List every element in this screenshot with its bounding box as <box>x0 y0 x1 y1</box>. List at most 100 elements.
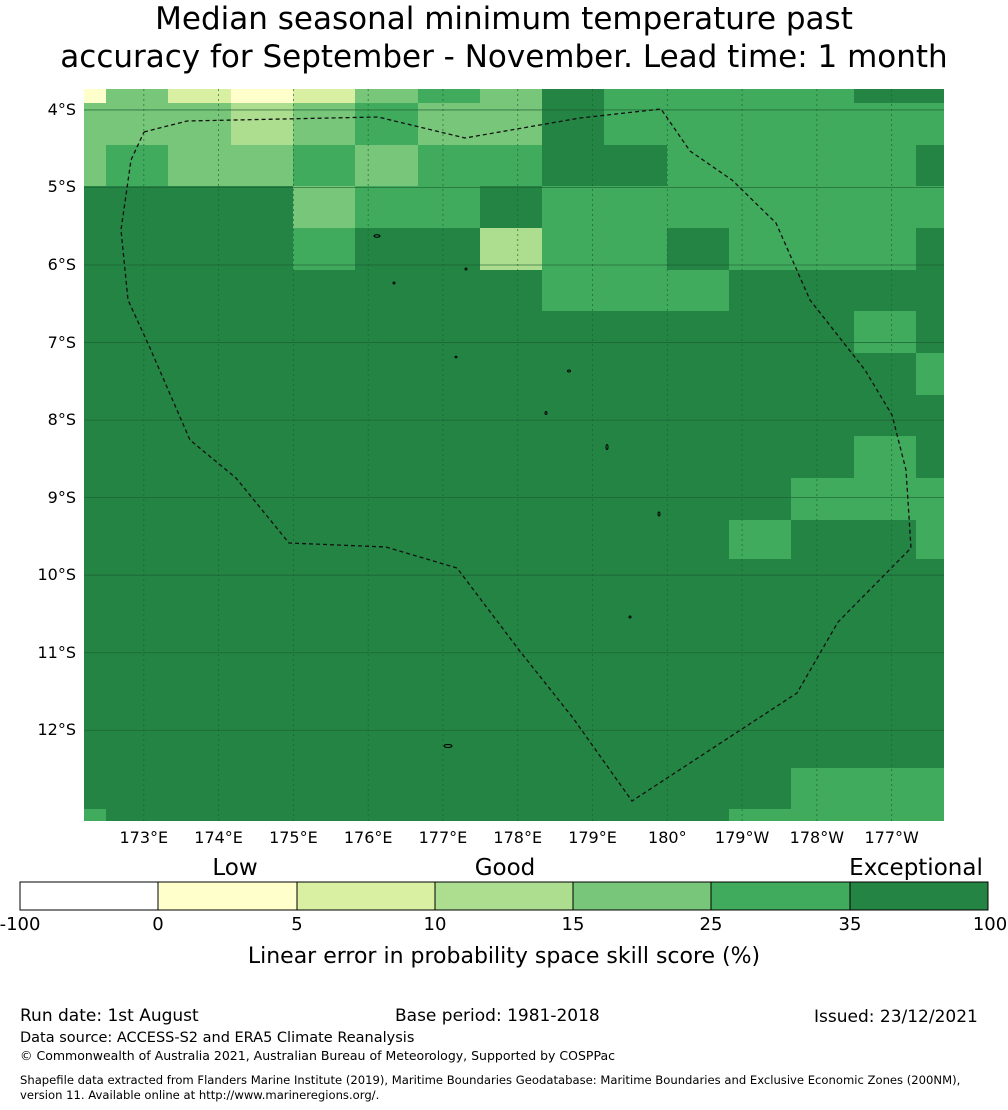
grid-cell <box>293 145 355 186</box>
longitude-label: 178°W <box>789 828 845 847</box>
data-source: Data source: ACCESS-S2 and ERA5 Climate … <box>20 1030 415 1046</box>
grid-cell <box>231 89 293 103</box>
eez-boundary <box>120 108 912 802</box>
grid-cell <box>231 103 293 145</box>
colorbar-bin <box>157 881 298 911</box>
grid-cell <box>604 103 944 145</box>
grid-cell <box>916 353 944 395</box>
colorbar-tick-label: -100 <box>0 914 41 935</box>
grid-cell <box>418 103 542 145</box>
grid-cell <box>604 89 854 103</box>
grid-cell <box>542 186 944 228</box>
grid-cell <box>293 228 355 270</box>
issued-date: Issued: 23/12/2021 <box>814 1007 978 1027</box>
grid-cell <box>84 89 106 103</box>
island-outline <box>392 281 396 285</box>
island-outline <box>373 234 381 238</box>
colorbar-tick-label: 25 <box>699 914 723 935</box>
grid-cell <box>480 228 542 270</box>
grid-cell <box>542 89 604 103</box>
grid-cell <box>168 89 231 103</box>
latitude-label: 12°S <box>37 720 76 740</box>
latitude-label: 9°S <box>47 487 76 507</box>
colorbar-tick-label: 0 <box>152 914 164 935</box>
longitude-label: 173°E <box>119 828 169 847</box>
island-outline <box>657 511 661 517</box>
grid-cell <box>355 89 418 103</box>
island-outline <box>605 444 609 450</box>
grid-cell <box>84 103 231 145</box>
island-outline <box>567 369 571 373</box>
latitude-label: 6°S <box>47 255 76 275</box>
shapefile-credit-line-1: Shapefile data extracted from Flanders M… <box>20 1073 961 1087</box>
longitude-label: 179°W <box>714 828 770 847</box>
chart-title: Median seasonal minimum temperature past… <box>0 0 1008 76</box>
grid-cell <box>791 768 944 821</box>
colorbar-tick-label: 35 <box>838 914 862 935</box>
category-low-label: Low <box>212 855 258 881</box>
grid-cell <box>542 103 604 145</box>
grid-cell <box>418 89 480 103</box>
grid-cell <box>854 436 916 478</box>
island-outline <box>454 355 458 359</box>
copyright-notice: © Commonwealth of Australia 2021, Austra… <box>20 1048 615 1063</box>
grid-cell <box>916 520 944 559</box>
title-line-1: Median seasonal minimum temperature past <box>155 1 853 37</box>
grid-cell <box>168 145 293 186</box>
island-outline <box>628 615 632 619</box>
grid-cell <box>106 145 168 186</box>
colorbar-bin <box>710 881 851 911</box>
grid-cell <box>729 520 791 559</box>
longitude-label: 179°E <box>568 828 617 847</box>
island-outline <box>443 744 453 748</box>
latitude-label: 4°S <box>47 99 76 119</box>
grid-cell <box>355 186 480 228</box>
grid-cell <box>667 145 916 186</box>
latitude-label: 10°S <box>37 565 76 585</box>
longitude-label: 175°E <box>269 828 318 847</box>
grid-cell <box>729 228 916 270</box>
grid-cell <box>293 103 355 145</box>
latitude-label: 7°S <box>47 332 76 352</box>
grid-cell <box>106 89 168 103</box>
island-outline <box>464 267 468 271</box>
grid-cell <box>293 89 355 103</box>
colorbar-bin <box>572 881 712 911</box>
category-good-label: Good <box>474 855 536 881</box>
island-outline <box>544 411 548 415</box>
grid-cell <box>84 145 106 186</box>
grid-cell <box>418 145 542 186</box>
colorbar-bin <box>849 881 989 911</box>
grid-cell <box>355 145 418 186</box>
latitude-label: 5°S <box>47 177 76 197</box>
latitude-label: 8°S <box>47 410 76 430</box>
colorbar-bin <box>434 881 574 911</box>
grid-cell <box>729 809 791 821</box>
category-exceptional-label: Exceptional <box>849 855 983 881</box>
longitude-label: 177°E <box>418 828 468 847</box>
latitude-label: 11°S <box>37 642 76 662</box>
colorbar-bin <box>19 881 159 911</box>
title-line-2: accuracy for September - November. Lead … <box>60 39 948 75</box>
grid-cell <box>542 145 667 186</box>
colorbar-tick-label: 10 <box>423 914 447 935</box>
colorbar-tick-label: 100 <box>972 914 1008 935</box>
grid-cell <box>480 89 542 103</box>
grid-cell <box>293 186 355 228</box>
run-date: Run date: 1st August <box>20 1006 199 1026</box>
grid-cell <box>542 228 667 270</box>
colorbar-tick-label: 5 <box>291 914 303 935</box>
base-period: Base period: 1981-2018 <box>395 1006 600 1026</box>
shapefile-credit-line-2: version 11. Available online at http://w… <box>20 1088 380 1102</box>
longitude-label: 177°W <box>864 828 919 847</box>
longitude-label: 176°E <box>343 828 393 847</box>
longitude-label: 180° <box>648 828 687 847</box>
colorbar-bin <box>296 881 436 911</box>
longitude-label: 178°E <box>493 828 543 847</box>
grid-cell <box>84 809 106 821</box>
grid-cell <box>854 311 916 353</box>
longitude-label: 174°E <box>194 828 243 847</box>
colorbar-label: Linear error in probability space skill … <box>247 944 761 969</box>
grid-cell <box>791 478 944 520</box>
